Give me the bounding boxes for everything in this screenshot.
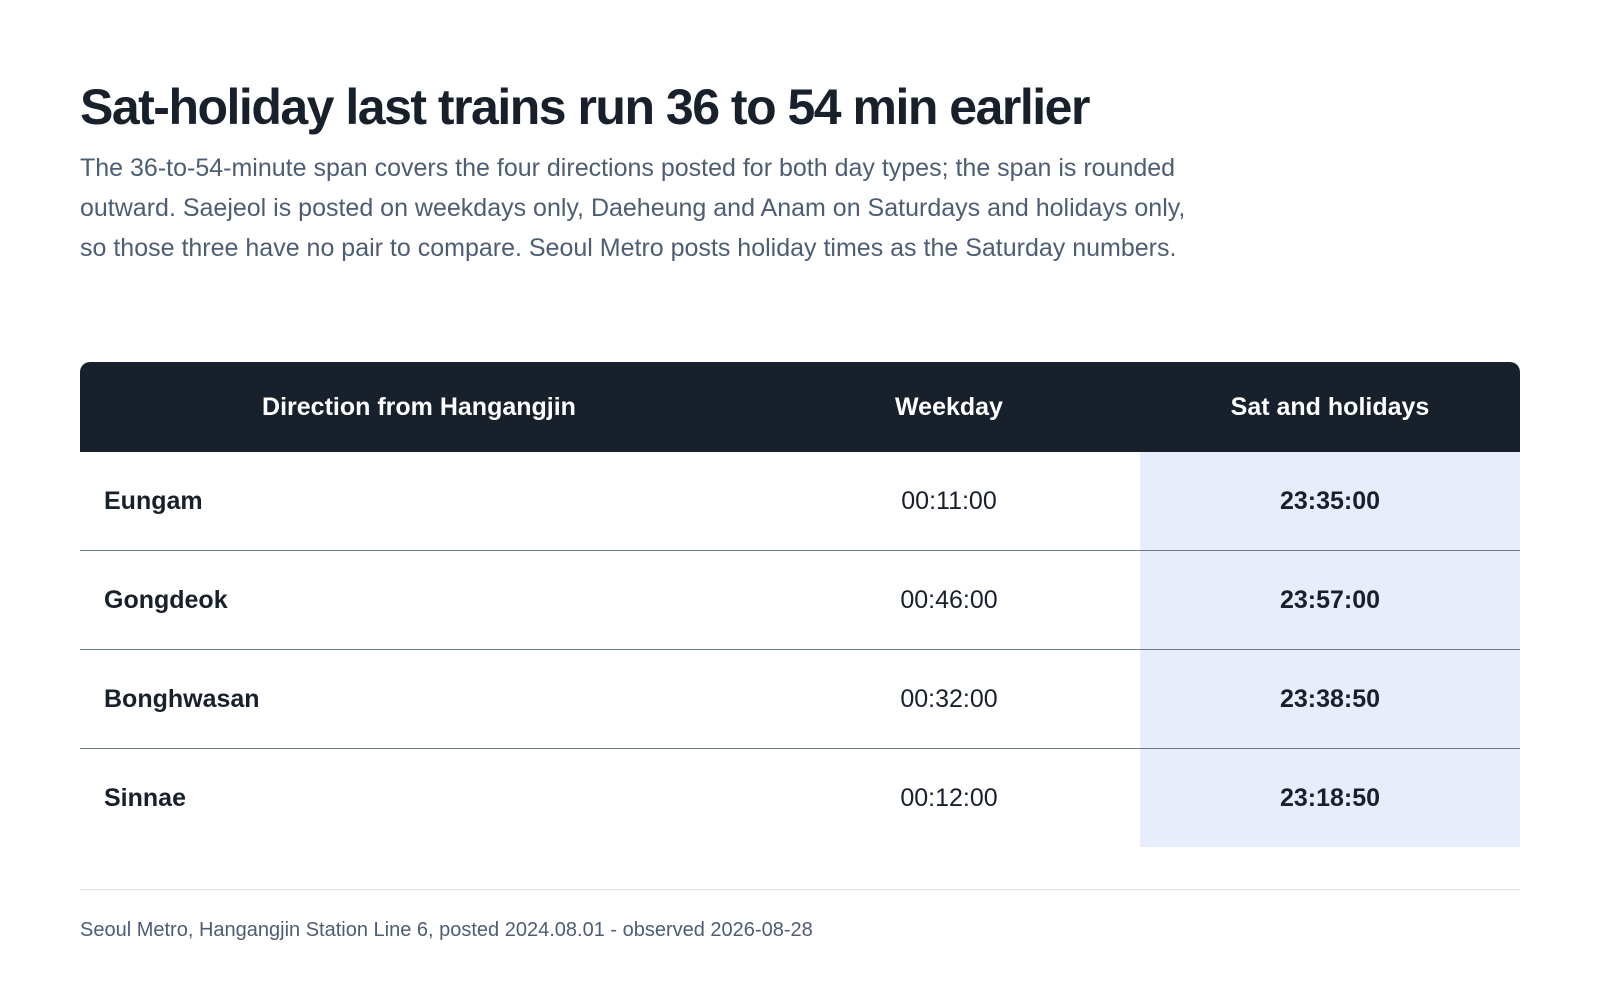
column-header-direction: Direction from Hangangjin xyxy=(262,392,576,421)
direction-cell: Bonghwasan xyxy=(80,649,758,749)
sat-holiday-time-cell: 23:38:50 xyxy=(1140,649,1520,749)
column-header-weekday: Weekday xyxy=(895,392,1003,421)
table-row: Bonghwasan 00:32:00 23:38:50 xyxy=(80,649,1520,749)
table-row: Sinnae 00:12:00 23:18:50 xyxy=(80,748,1520,847)
column-header-sat-holidays: Sat and holidays xyxy=(1230,392,1430,421)
footer-divider xyxy=(80,889,1520,890)
weekday-time-cell: 00:12:00 xyxy=(900,783,998,812)
chart-subtitle: The 36-to-54-minute span covers the four… xyxy=(80,154,1186,262)
direction-cell: Eungam xyxy=(80,452,758,551)
last-train-table: Direction from Hangangjin Weekday Sat an… xyxy=(80,362,1520,847)
sat-holiday-time-cell: 23:35:00 xyxy=(1140,452,1520,551)
direction-cell: Sinnae xyxy=(104,783,186,812)
table-header: Direction from Hangangjin Weekday Sat an… xyxy=(80,362,1520,452)
table-row: Gongdeok 00:46:00 23:57:00 xyxy=(80,550,1520,650)
weekday-time-cell: 00:32:00 xyxy=(758,649,1140,749)
source-note: Seoul Metro, Hangangjin Station Line 6, … xyxy=(80,919,813,941)
chart-title: Sat-holiday last trains run 36 to 54 min… xyxy=(80,79,1090,135)
sat-holiday-time-cell: 23:57:00 xyxy=(1140,550,1520,650)
table-row: Eungam 00:11:00 23:35:00 xyxy=(80,452,1520,551)
table-body: Eungam 00:11:00 23:35:00 Gongdeok 00:46:… xyxy=(80,452,1520,847)
weekday-time-cell: 00:11:00 xyxy=(758,452,1140,551)
last-train-table-container: Direction from Hangangjin Weekday Sat an… xyxy=(80,362,1520,847)
weekday-time-cell: 00:46:00 xyxy=(758,550,1140,650)
sat-holiday-time-cell: 23:18:50 xyxy=(1140,748,1520,847)
table-header-row: Direction from Hangangjin Weekday Sat an… xyxy=(80,362,1520,452)
direction-cell: Gongdeok xyxy=(80,550,758,650)
